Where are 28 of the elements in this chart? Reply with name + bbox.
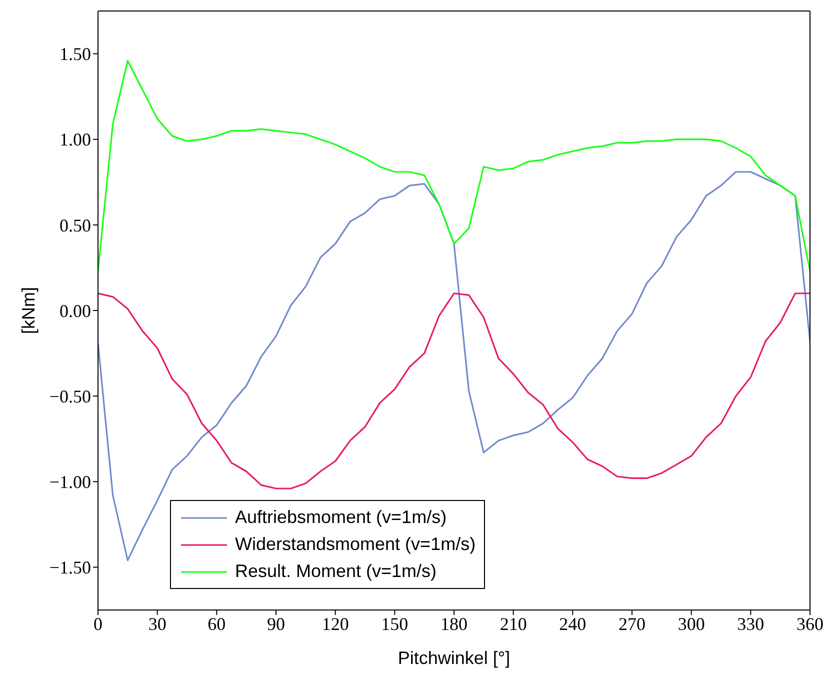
line-series — [98, 60, 810, 272]
x-tick-label: 150 — [381, 614, 408, 634]
y-tick-label: 0.50 — [60, 215, 91, 236]
legend-label: Result. Moment (v=1m/s) — [235, 560, 437, 583]
x-tick-label: 60 — [208, 614, 226, 634]
y-axis-title: [kNm] — [18, 287, 38, 334]
x-axis-title: Pitchwinkel [°] — [398, 648, 510, 668]
y-tick-label: −1.50 — [49, 558, 91, 578]
x-tick-label: 300 — [678, 614, 705, 634]
y-tick-label: 0.00 — [60, 300, 91, 321]
x-tick-label: 210 — [500, 614, 527, 634]
x-tick-label: 330 — [737, 614, 764, 634]
x-tick-label: 120 — [322, 614, 349, 634]
x-tick-label: 30 — [148, 614, 166, 634]
legend-label: Widerstandsmoment (v=1m/s) — [235, 533, 476, 556]
y-tick-label: 1.00 — [60, 130, 91, 150]
x-tick-label: 0 — [94, 614, 102, 634]
x-tick-label: 270 — [618, 614, 646, 634]
x-tick-label: 360 — [796, 614, 824, 634]
line-series — [98, 171, 810, 562]
y-tick-label: −1.00 — [49, 472, 91, 492]
x-tick-label: 180 — [440, 614, 468, 634]
x-tick-label: 240 — [559, 614, 586, 634]
x-tick-label: 90 — [267, 614, 285, 634]
y-tick-label: −0.50 — [49, 386, 91, 406]
line-series — [98, 292, 810, 490]
y-tick-label: 1.50 — [60, 44, 91, 64]
legend-label: Auftriebsmoment (v=1m/s) — [235, 506, 447, 529]
